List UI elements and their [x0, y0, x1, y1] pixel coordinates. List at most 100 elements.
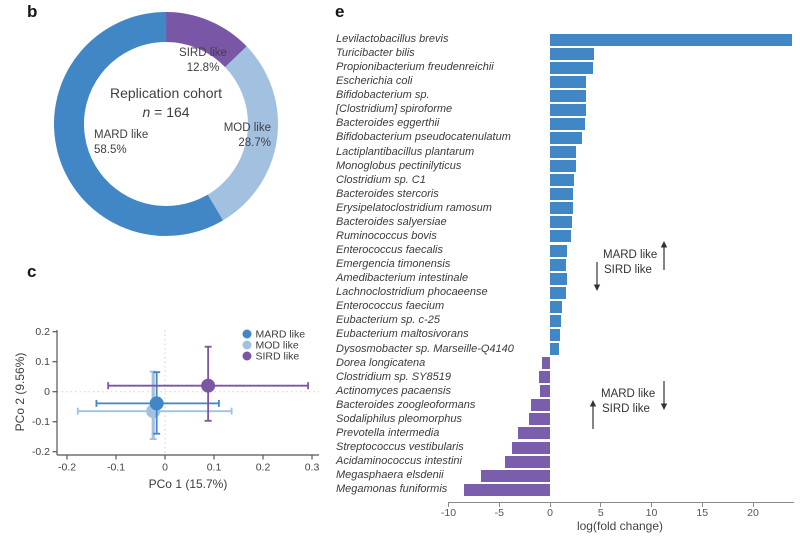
bar-positive [550, 216, 573, 229]
x-tick-label: 15 [696, 507, 709, 519]
y-tick-label: 0.2 [35, 326, 50, 338]
y-tick-label: -0.1 [32, 416, 50, 428]
donut-title: Replication cohort [109, 85, 223, 101]
down-arrow-icon [593, 262, 601, 291]
x-tick-label: 0.3 [305, 462, 320, 474]
species-label: Dorea longicatena [336, 356, 426, 369]
donut-segment-label-mard: MARD like 58.5% [94, 128, 172, 158]
donut-segment-mard [54, 12, 278, 236]
species-label: Enterococcus faecalis [336, 244, 443, 257]
species-label: Bacteroides eggerthii [336, 117, 440, 130]
species-label: Ruminococcus bovis [336, 229, 437, 242]
donut-center-label: Replication cohort n = 164 [86, 85, 246, 120]
annotation-mard-up-sird-down: MARD like SIRD like [593, 241, 679, 295]
bar-positive [550, 47, 594, 60]
donut-segment-label-mod: MOD like 28.7% [205, 121, 271, 151]
bar-positive [550, 300, 563, 313]
segment-name: MARD like [94, 129, 149, 141]
bar-positive [550, 131, 583, 144]
annotation-mard-down-sird-up: MARD like SIRD like [589, 381, 677, 434]
bar-positive [550, 33, 792, 46]
pcoa-scatter-plot: -0.2 -0.1 0 0.1 0.2 0.3 0.2 0.1 0 -0.1 -0.2 PCo 1 (… [13, 326, 320, 491]
species-label: Acidaminococcus intestini [336, 455, 462, 468]
species-label: Clostridium sp. SY8519 [336, 370, 451, 383]
species-label: Streptococcus vestibularis [336, 441, 464, 454]
species-label: Actinomyces pacaensis [336, 384, 451, 397]
bar-positive [550, 75, 586, 88]
species-label: Emergencia timonensis [336, 258, 451, 271]
segment-name: MOD like [223, 122, 271, 134]
species-label: Monoglobus pectinilyticus [336, 159, 462, 172]
bar-positive [550, 272, 568, 285]
up-arrow-icon [660, 241, 668, 270]
bar-positive [550, 188, 574, 201]
x-tick-label: -10 [440, 507, 457, 519]
x-tick [498, 502, 500, 507]
x-tick-label: 5 [597, 507, 604, 519]
y-tick-label: -0.2 [32, 446, 50, 458]
species-label: Lactiplantibacillus plantarum [336, 145, 475, 158]
annotation-line2: SIRD like [604, 264, 652, 276]
x-tick-label: -5 [494, 507, 504, 519]
x-tick-label: 10 [645, 507, 658, 519]
bar-positive [550, 343, 560, 356]
y-tick-label: 0.1 [35, 356, 50, 368]
bar-positive [550, 89, 586, 102]
segment-name: SIRD like [179, 47, 227, 59]
species-label: Lachnoclostridium phocaeense [336, 286, 488, 299]
x-tick [651, 502, 652, 507]
species-label: Escherichia coli [336, 75, 413, 88]
x-tick-label: -0.2 [58, 462, 76, 474]
species-label: Bacteroides stercoris [336, 187, 439, 200]
bar-negative [505, 455, 550, 468]
legend-dot [242, 329, 252, 339]
bar-positive [550, 202, 574, 215]
bar-negative [512, 441, 550, 454]
bar-negative [480, 469, 550, 482]
species-label: Bacteroides salyersiae [336, 215, 447, 228]
annotation-line1: MARD like [601, 388, 656, 400]
bar-positive [550, 117, 585, 130]
species-label: Clostridium sp. C1 [336, 173, 426, 186]
bar-positive [550, 160, 577, 173]
segment-pct: 28.7% [238, 137, 271, 149]
series-mard [95, 371, 220, 435]
species-label: Levilactobacillus brevis [336, 33, 449, 45]
legend-label: MARD like [256, 329, 306, 341]
bar-positive [550, 146, 577, 159]
bar-positive [550, 61, 593, 74]
bar-positive [550, 314, 562, 327]
x-tick-label: 0 [162, 462, 168, 474]
bar-positive [550, 103, 586, 116]
donut-n-italic: n [142, 104, 151, 120]
x-tick [448, 502, 449, 507]
x-tick [600, 502, 602, 507]
species-label: Bacteroides zoogleoformans [336, 398, 476, 411]
bar-positive [550, 286, 567, 299]
species-label: Sodaliphilus pleomorphus [336, 412, 462, 425]
species-label: Megamonas funiformis [336, 483, 448, 496]
species-label: [Clostridium] spiroforme [336, 103, 453, 116]
species-label: Enterococcus faecium [336, 300, 445, 313]
donut-n-label: n = 164 [86, 104, 246, 120]
x-tick-label: 20 [747, 507, 759, 519]
species-label: Bifidobacterium sp. [336, 89, 430, 102]
x-tick-label: 0.2 [256, 462, 271, 474]
annotation-line2: SIRD like [602, 403, 650, 415]
legend-label: SIRD like [256, 351, 300, 363]
series-sird [107, 345, 309, 422]
donut-n-value: = 164 [150, 104, 190, 120]
x-tick-label: 0.1 [207, 462, 222, 474]
species-label: Eubacterium maltosivorans [336, 328, 469, 341]
species-label: Amedibacterium intestinale [336, 272, 469, 285]
data-point [201, 378, 216, 393]
y-tick-label: 0 [44, 386, 50, 398]
species-label: Prevotella intermedia [336, 426, 440, 439]
x-axis-title: log(fold change) [576, 519, 664, 533]
bar-positive [550, 258, 567, 271]
species-label: Propionibacterium freudenreichii [336, 61, 494, 74]
bar-negative [539, 385, 550, 398]
donut-segment-label-sird: SIRD like 12.8% [168, 46, 238, 76]
